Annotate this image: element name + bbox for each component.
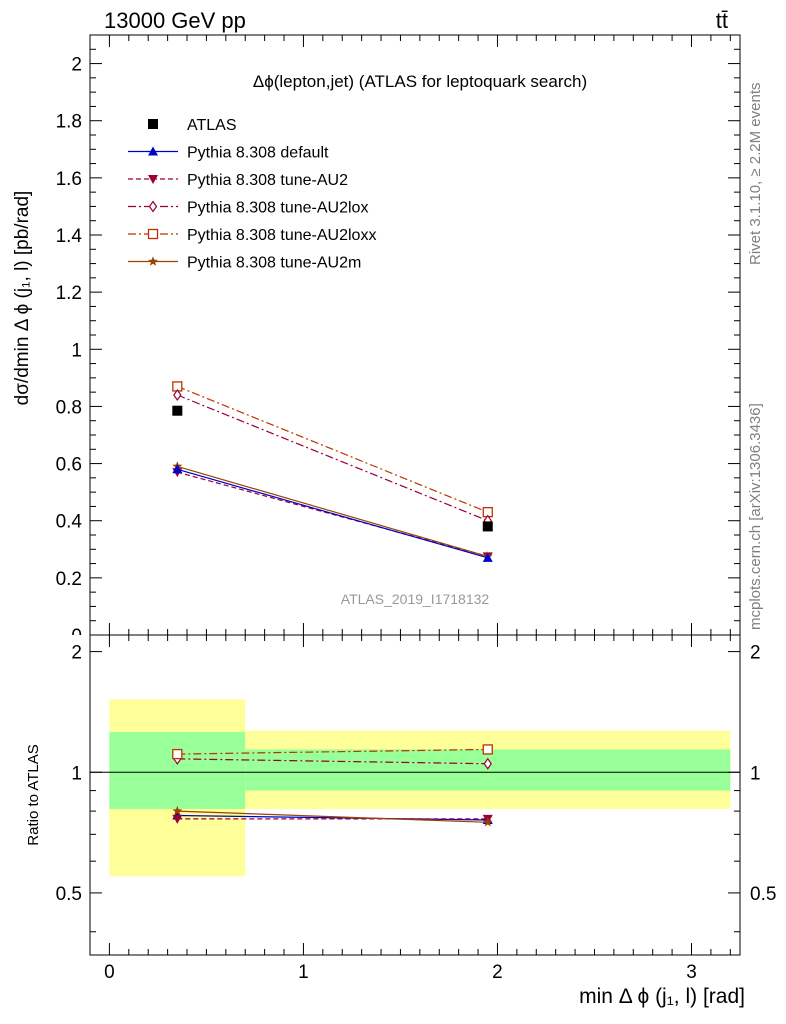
mcplots-label: mcplots.cern.ch [arXiv:1306.3436] (747, 403, 764, 630)
legend-marker (148, 175, 158, 184)
main-y-tick-label: 0 (71, 626, 82, 647)
x-tick-label: 1 (298, 962, 309, 983)
watermark: ATLAS_2019_I1718132 (341, 591, 490, 607)
main-y-tick-label: 2 (71, 55, 82, 76)
main-y-tick-label: 0.4 (56, 512, 83, 533)
ratio-series-4 (172, 805, 493, 827)
main-series-line (177, 471, 488, 558)
main-data-point (482, 521, 493, 532)
ratio-y-axis-title: Ratio to ATLAS (25, 744, 42, 845)
legend-label: Pythia 8.308 tune-AU2loxx (187, 227, 376, 244)
main-series-line (177, 468, 488, 559)
main-y-tick-label: 0.6 (56, 455, 82, 476)
main-y-tick-label: 1.2 (56, 283, 82, 304)
main-y-tick-label: 1.4 (56, 226, 83, 247)
main-series-line (177, 465, 488, 558)
main-data-point (173, 388, 182, 402)
x-axis-title: min Δ ϕ (j₁, l) [rad] (579, 985, 745, 1008)
main-series-4 (172, 381, 493, 518)
ratio-y-tick-label-left: 2 (71, 643, 82, 664)
legend-marker (148, 146, 158, 156)
ratio-data-point (483, 757, 492, 770)
ratio-y-tick-label-right: 2 (750, 643, 761, 664)
legend-label: Pythia 8.308 tune-AU2m (187, 255, 361, 272)
main-series-1 (172, 464, 493, 562)
rivet-label: Rivet 3.1.10, ≥ 2.2M events (747, 83, 764, 266)
energy-label: 13000 GeV pp (104, 8, 246, 33)
main-series-line (177, 385, 488, 513)
main-y-axis-title: dσ/dmin Δ ϕ (j₁, l) [pb/rad] (12, 191, 33, 406)
main-y-tick-label: 0.2 (56, 569, 82, 590)
ratio-y-tick-label-left: 1 (71, 763, 82, 784)
main-data-point (482, 552, 493, 562)
legend-marker (148, 200, 158, 213)
ratio-band-inner (109, 732, 246, 809)
main-y-tick-label: 1.8 (56, 112, 82, 133)
ratio-series-line (177, 810, 488, 823)
main-title: Δϕ(lepton,jet) (ATLAS for leptoquark sea… (253, 72, 587, 91)
ratio-y-tick-label-left: 0.5 (56, 884, 82, 905)
ratio-data-point (482, 817, 493, 827)
legend-marker (148, 119, 158, 129)
main-series-line (177, 394, 488, 522)
legend-label: Pythia 8.308 default (187, 145, 329, 162)
ratio-series-line (177, 748, 488, 755)
ratio-data-point (172, 814, 183, 824)
ratio-y-tick-label-right: 1 (750, 763, 761, 784)
ratio-series-3 (172, 744, 493, 760)
legend-marker (147, 228, 159, 240)
legend-label: Pythia 8.308 tune-AU2 (187, 172, 348, 189)
main-series-0 (172, 405, 493, 532)
legend: ATLAS Pythia 8.308 default Pythia 8.308 tu… (128, 117, 376, 272)
main-panel: 0 0.2 0.4 0.6 0.8 1 1.2 1.4 1.6 1.8 2 Δϕ(lepton,je… (12, 34, 741, 647)
main-data-point (172, 405, 183, 416)
legend-marker (148, 256, 158, 266)
x-tick-label: 3 (686, 962, 697, 983)
ratio-data-point (172, 805, 183, 816)
main-y-tick-label: 0.8 (56, 397, 82, 418)
main-series-3 (173, 388, 492, 527)
ratio-series-line (177, 758, 488, 765)
ratio-panel: 0.5 0.5 1 1 2 2 0 1 2 3 Ratio to ATLAS min Δ ϕ (j… (25, 634, 776, 1008)
ratio-y-tick-label-right: 0.5 (750, 884, 776, 905)
legend-label: Pythia 8.308 tune-AU2lox (187, 200, 368, 217)
ratio-data-point (482, 744, 493, 755)
ratio-data-point (172, 748, 183, 760)
main-y-tick-label: 1 (71, 340, 82, 361)
ratio-panel-frame (89, 634, 741, 956)
legend-label: ATLAS (187, 117, 237, 134)
main-y-tick-label: 1.6 (56, 169, 82, 190)
main-data-point (172, 464, 183, 474)
x-tick-label: 0 (104, 962, 115, 983)
ratio-band-inner (245, 749, 731, 791)
process-label: tt̄ (716, 8, 728, 33)
x-tick-label: 2 (492, 962, 503, 983)
